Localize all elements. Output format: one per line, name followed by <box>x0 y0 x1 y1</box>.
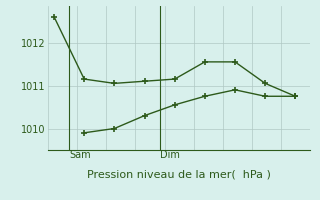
Text: Dim: Dim <box>160 150 180 160</box>
X-axis label: Pression niveau de la mer(  hPa ): Pression niveau de la mer( hPa ) <box>87 169 271 179</box>
Text: Sam: Sam <box>69 150 91 160</box>
